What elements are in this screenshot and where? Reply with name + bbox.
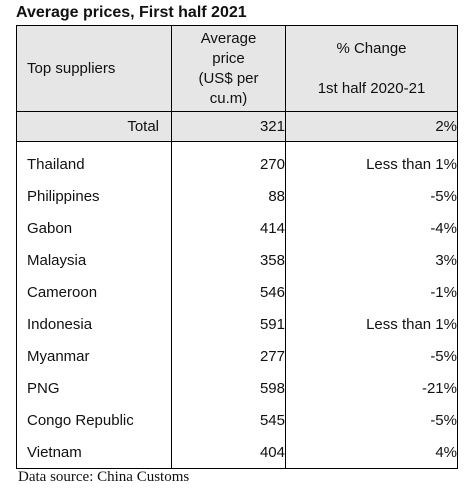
header-price-line-3: (US$ per bbox=[198, 69, 259, 87]
supplier-price: 277 bbox=[171, 340, 286, 372]
table-row: Gabon 414 -4% bbox=[16, 212, 458, 244]
supplier-change: -1% bbox=[285, 276, 458, 308]
table-row: PNG 598 -21% bbox=[16, 372, 458, 404]
supplier-change: -4% bbox=[285, 212, 458, 244]
supplier-name: Thailand bbox=[16, 148, 172, 180]
prices-table: Top suppliers Average price (US$ per cu.… bbox=[16, 25, 458, 469]
supplier-price: 404 bbox=[171, 436, 286, 469]
supplier-name: PNG bbox=[16, 372, 172, 404]
header-change-line-1: % Change bbox=[336, 39, 407, 57]
table-row: Thailand 270 Less than 1% bbox=[16, 148, 458, 180]
supplier-price: 414 bbox=[171, 212, 286, 244]
header-percent-change: % Change 1st half 2020-21 bbox=[285, 25, 458, 112]
header-price-line-2: price bbox=[212, 49, 245, 67]
supplier-name: Cameroon bbox=[16, 276, 172, 308]
header-top-suppliers: Top suppliers bbox=[16, 25, 172, 112]
supplier-change: 3% bbox=[285, 244, 458, 276]
supplier-price: 358 bbox=[171, 244, 286, 276]
table-row: Vietnam 404 4% bbox=[16, 436, 458, 469]
header-row: Top suppliers Average price (US$ per cu.… bbox=[16, 25, 458, 112]
table-row: Cameroon 546 -1% bbox=[16, 276, 458, 308]
supplier-change: -5% bbox=[285, 340, 458, 372]
supplier-price: 88 bbox=[171, 180, 286, 212]
supplier-name: Myanmar bbox=[16, 340, 172, 372]
supplier-name: Vietnam bbox=[16, 436, 172, 469]
supplier-change: -5% bbox=[285, 180, 458, 212]
table-row: Myanmar 277 -5% bbox=[16, 340, 458, 372]
supplier-price: 598 bbox=[171, 372, 286, 404]
table-title: Average prices, First half 2021 bbox=[16, 4, 247, 21]
table-row: Malaysia 358 3% bbox=[16, 244, 458, 276]
supplier-price: 545 bbox=[171, 404, 286, 436]
supplier-change: -21% bbox=[285, 372, 458, 404]
data-source-note: Data source: China Customs bbox=[18, 469, 190, 485]
supplier-change: 4% bbox=[285, 436, 458, 469]
total-row: Total 321 2% bbox=[16, 111, 458, 142]
table-row: Philippines 88 -5% bbox=[16, 180, 458, 212]
spacer-row bbox=[16, 141, 458, 148]
table-row: Indonesia 591 Less than 1% bbox=[16, 308, 458, 340]
header-price-line-4: cu.m) bbox=[209, 89, 248, 107]
total-change: 2% bbox=[285, 111, 458, 142]
table-row: Congo Republic 545 -5% bbox=[16, 404, 458, 436]
header-average-price: Average price (US$ per cu.m) bbox=[171, 25, 286, 112]
total-price: 321 bbox=[171, 111, 286, 142]
supplier-name: Indonesia bbox=[16, 308, 172, 340]
supplier-name: Malaysia bbox=[16, 244, 172, 276]
supplier-price: 591 bbox=[171, 308, 286, 340]
header-price-line-1: Average bbox=[200, 29, 257, 47]
supplier-name: Congo Republic bbox=[16, 404, 172, 436]
supplier-price: 546 bbox=[171, 276, 286, 308]
supplier-change: -5% bbox=[285, 404, 458, 436]
total-label: Total bbox=[16, 111, 172, 142]
supplier-name: Philippines bbox=[16, 180, 172, 212]
supplier-price: 270 bbox=[171, 148, 286, 180]
supplier-change: Less than 1% bbox=[285, 148, 458, 180]
header-change-line-2: 1st half 2020-21 bbox=[317, 79, 426, 97]
supplier-change: Less than 1% bbox=[285, 308, 458, 340]
supplier-name: Gabon bbox=[16, 212, 172, 244]
